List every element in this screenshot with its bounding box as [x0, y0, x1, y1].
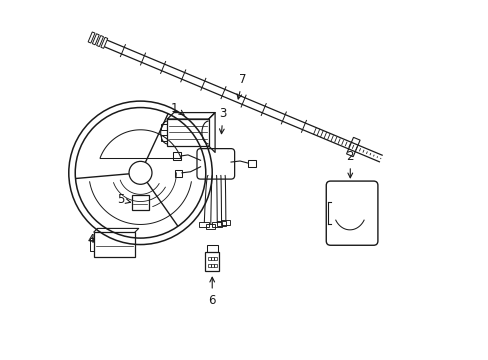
- Bar: [92, 34, 99, 45]
- Text: 6: 6: [208, 277, 216, 307]
- Bar: [210, 257, 213, 260]
- Bar: [213, 257, 216, 260]
- Bar: [174, 170, 182, 177]
- Bar: [161, 135, 167, 141]
- Bar: [161, 124, 167, 130]
- Text: 2: 2: [346, 150, 353, 178]
- Bar: [205, 252, 219, 271]
- Bar: [212, 222, 221, 227]
- Bar: [346, 138, 359, 157]
- Bar: [167, 119, 208, 146]
- Bar: [210, 264, 213, 267]
- Text: 3: 3: [219, 107, 226, 134]
- Bar: [206, 245, 217, 252]
- Bar: [216, 221, 225, 226]
- Bar: [97, 36, 103, 46]
- Bar: [199, 222, 208, 227]
- Bar: [221, 220, 230, 225]
- Text: 5: 5: [117, 193, 130, 206]
- Text: 1: 1: [170, 102, 183, 115]
- Bar: [131, 195, 148, 211]
- Bar: [101, 37, 107, 48]
- Bar: [207, 257, 210, 260]
- Bar: [89, 238, 94, 251]
- Bar: [88, 32, 95, 43]
- Bar: [205, 224, 215, 229]
- Text: 7: 7: [237, 73, 246, 99]
- Bar: [207, 264, 210, 267]
- Text: 4: 4: [87, 233, 95, 246]
- Bar: [213, 264, 216, 267]
- Bar: [94, 232, 135, 257]
- Bar: [248, 159, 256, 167]
- Bar: [173, 152, 181, 160]
